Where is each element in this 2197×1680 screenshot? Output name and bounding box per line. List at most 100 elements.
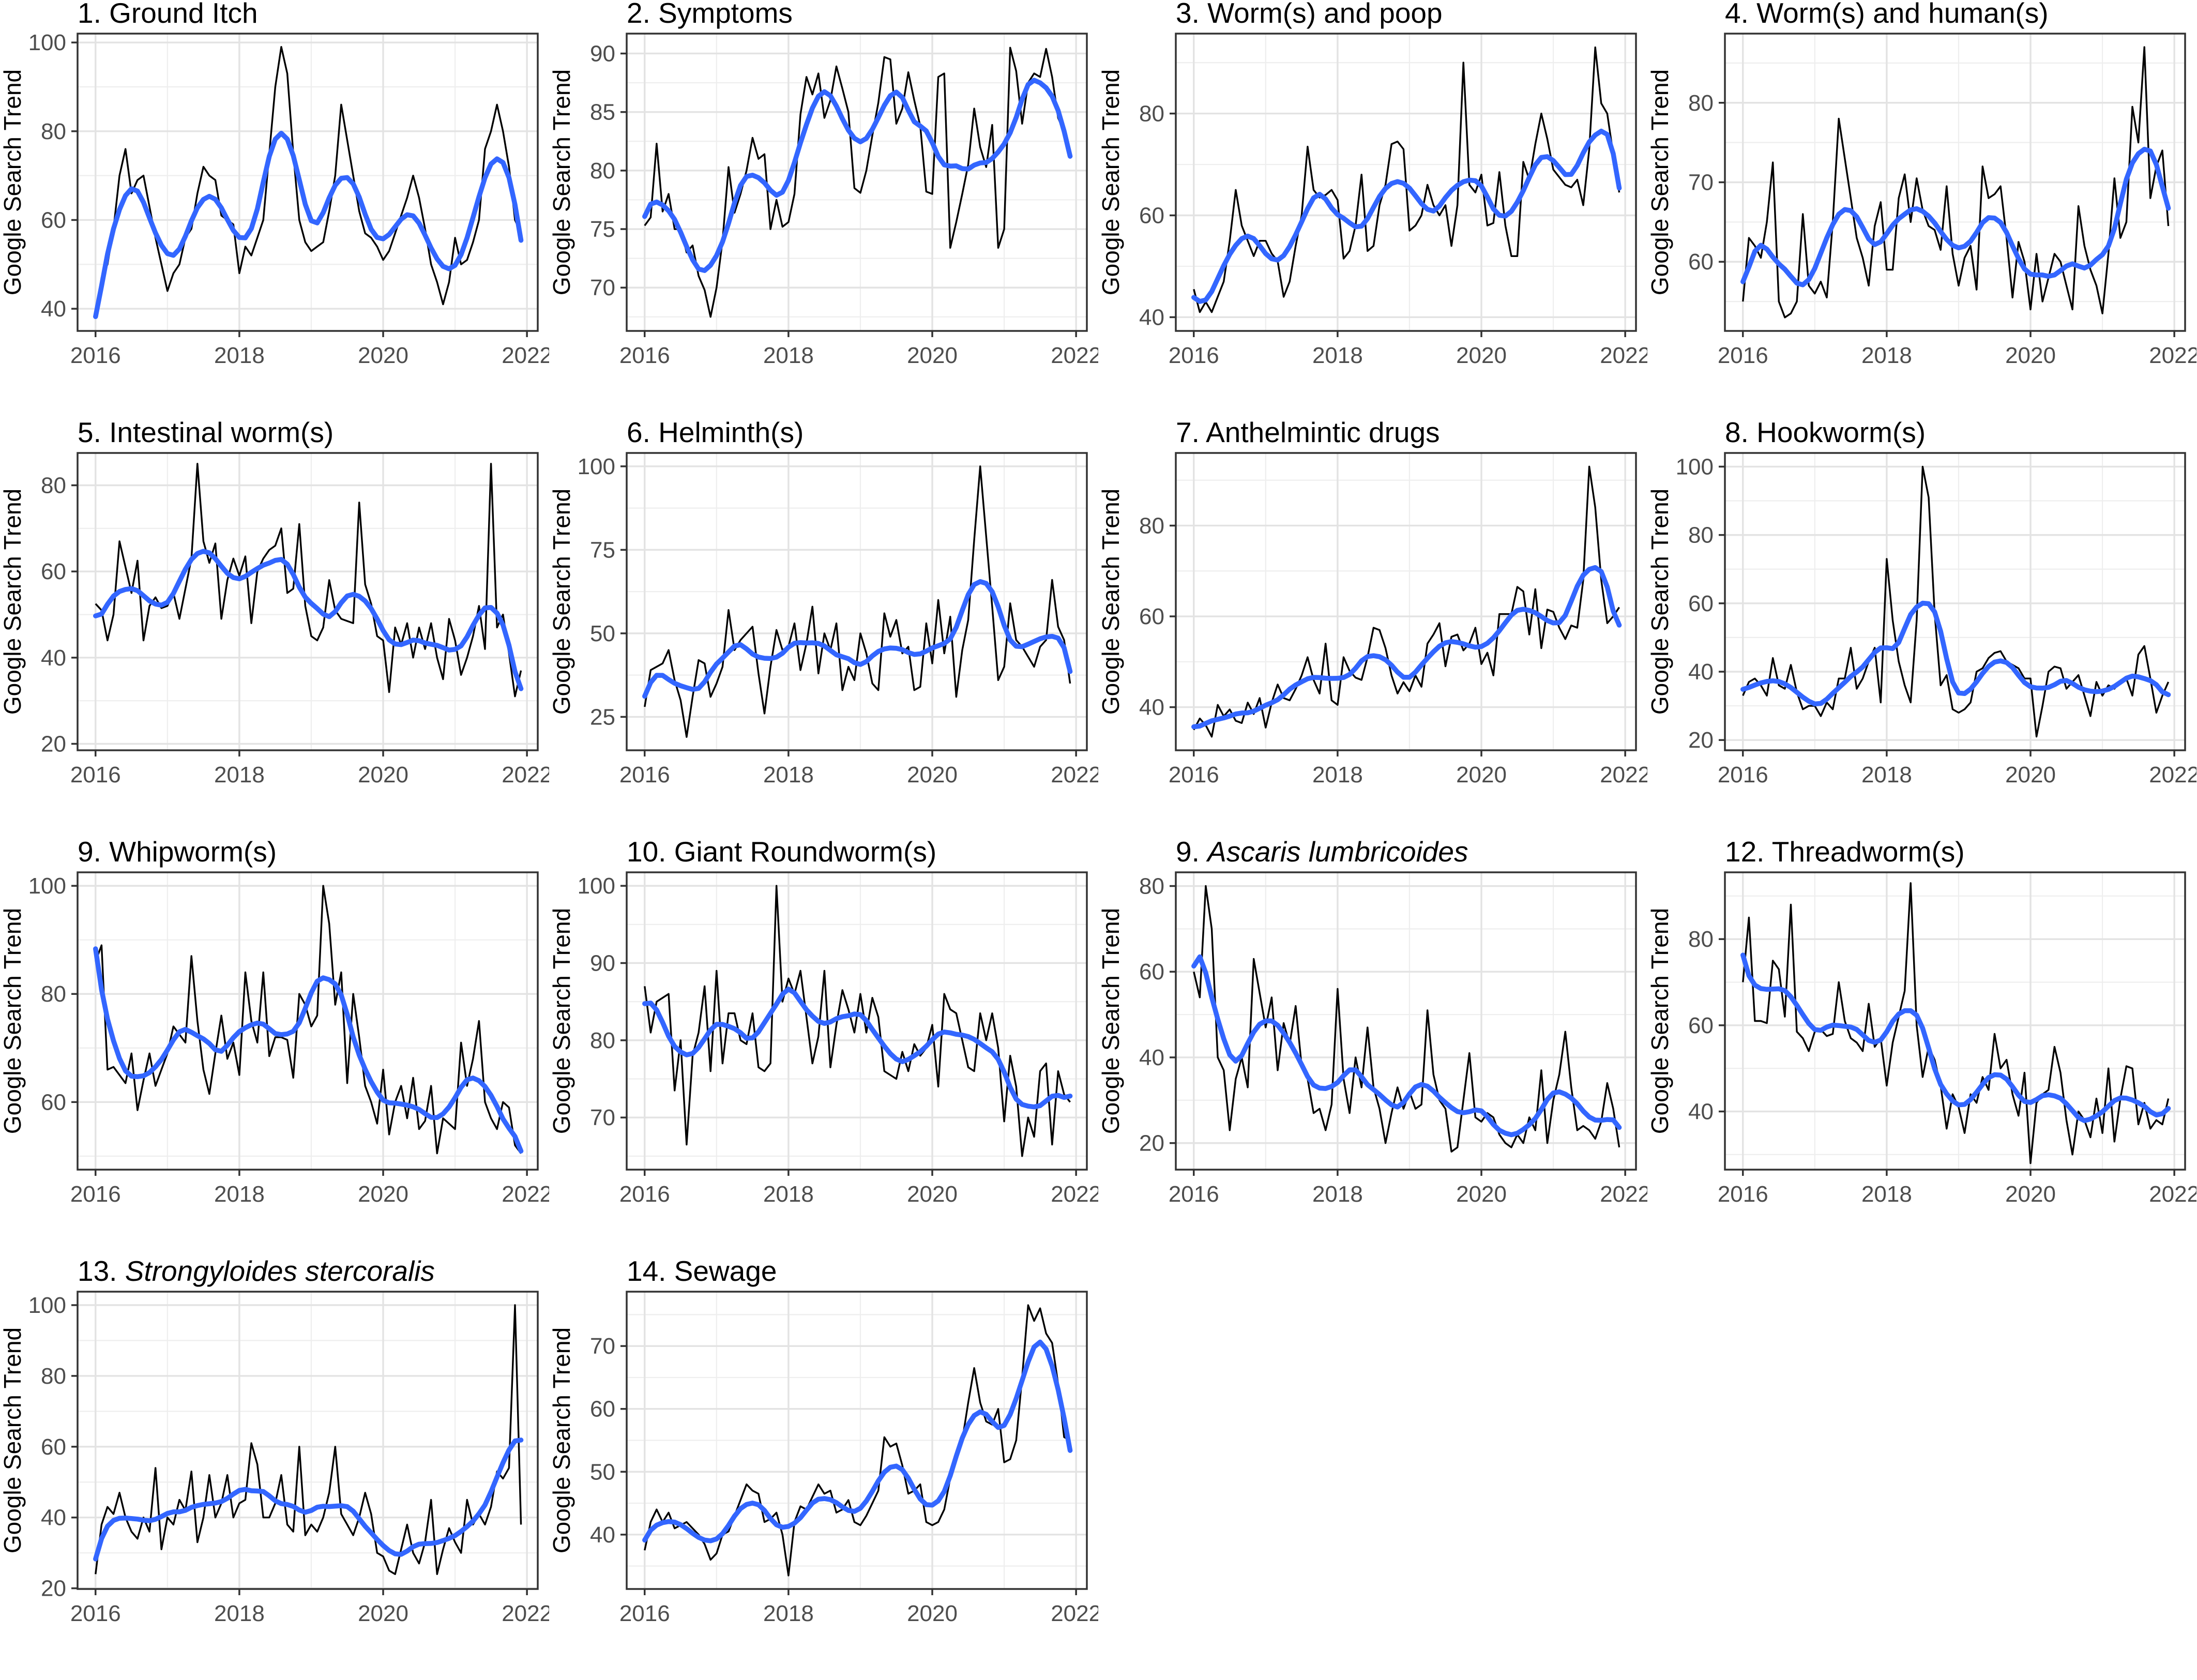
x-tick-label: 2020 [2005,762,2056,788]
trend-panel-13: 2016 2018 2020 2022 20 40 60 80 100 Google Search… [0,1255,552,1677]
y-tick-label: 40 [1139,695,1164,720]
y-axis-label: Google Search Trend [0,69,26,295]
y-axis-label: Google Search Trend [0,1327,26,1553]
y-tick-label: 80 [41,981,66,1007]
y-tick-label: 100 [1676,454,1714,479]
panel-title: 9. Whipworm(s) [78,839,277,868]
y-tick-label: 80 [590,1028,615,1053]
smooth-trend-line [642,579,1073,699]
smooth-trend-line [93,549,524,691]
y-tick-label: 80 [1139,874,1164,899]
y-tick-label: 100 [28,873,66,899]
x-tick-label: 2022 [502,1182,549,1207]
x-tick-label: 2022 [1051,343,1098,368]
trend-panel-7: 2016 2018 2020 2022 40 60 80 Google Search Tren… [1097,416,1650,839]
x-tick-label: 2022 [502,343,549,368]
x-tick-label: 2022 [2149,1182,2196,1207]
trend-panel-3: 2016 2018 2020 2022 40 60 80 Google Search Tren… [1097,0,1650,419]
panel-title: 12. Threadworm(s) [1725,839,1965,868]
x-tick-label: 2016 [1718,762,1768,788]
x-tick-label: 2016 [1718,1182,1768,1207]
x-tick-label: 2020 [1456,762,1507,788]
y-tick-label: 60 [1139,959,1164,985]
y-axis-label: Google Search Trend [1647,489,1673,715]
y-tick-label: 40 [41,645,66,671]
x-tick-label: 2020 [907,343,958,368]
smooth-trend-line [642,78,1073,273]
x-tick-label: 2022 [1051,762,1098,788]
x-tick-label: 2018 [1861,762,1912,788]
y-tick-label: 20 [41,1576,66,1601]
panel-chart: 2016 2018 2020 2022 40 50 60 70 Google Search Tr… [548,1255,1101,1626]
x-tick-label: 2022 [1051,1601,1098,1626]
trend-panel-2: 2016 2018 2020 2022 70 75 80 85 90 Google Search … [548,0,1101,419]
y-tick-label: 20 [41,732,66,757]
smooth-trend-line [1740,146,2171,287]
y-tick-label: 85 [590,100,615,125]
y-tick-label: 80 [1688,523,1714,548]
panel-title: 7. Anthelmintic drugs [1176,419,1440,448]
x-tick-label: 2020 [1456,343,1507,368]
y-axis-label: Google Search Trend [0,489,26,715]
y-tick-label: 80 [41,119,66,144]
raw-series-line [1742,46,2170,319]
trend-panel-14: 2016 2018 2020 2022 40 50 60 70 Google Search Tr… [548,1255,1101,1677]
x-tick-label: 2022 [2149,762,2196,788]
panel-title: 8. Hookworm(s) [1725,419,1926,448]
y-tick-label: 80 [590,158,615,184]
y-tick-label: 20 [1139,1131,1164,1156]
x-tick-label: 2016 [619,343,670,368]
y-tick-label: 40 [1139,305,1164,330]
y-tick-label: 40 [1688,1099,1714,1125]
trend-panel-4: 2016 2018 2020 2022 60 70 80 Google Search Tren… [1646,0,2197,419]
panel-title: 10. Giant Roundworm(s) [627,839,936,868]
panel-chart: 2016 2018 2020 2022 60 70 80 Google Search Tren… [1646,0,2197,368]
y-axis-label: Google Search Trend [1098,908,1124,1134]
y-tick-label: 80 [1688,927,1714,952]
plot-area [1176,453,1636,750]
plot-area [1725,453,2185,750]
y-tick-label: 80 [1139,513,1164,538]
panel-title: 4. Worm(s) and human(s) [1725,0,2049,29]
y-tick-label: 60 [1688,591,1714,616]
x-tick-label: 2018 [214,343,265,368]
x-tick-label: 2018 [214,1182,265,1207]
y-tick-label: 60 [41,1434,66,1460]
plot-area [627,453,1087,750]
raw-series-line [644,465,1071,738]
panel-chart: 2016 2018 2020 2022 20 40 60 80 Google Search Tr… [0,416,552,788]
smooth-trend-line [1740,600,2171,707]
x-tick-label: 2022 [1600,343,1647,368]
plot-area [78,1292,538,1589]
x-tick-label: 2020 [907,762,958,788]
y-tick-label: 90 [590,950,615,976]
y-tick-label: 60 [1688,249,1714,275]
y-tick-label: 60 [41,559,66,584]
trend-panel-5: 2016 2018 2020 2022 20 40 60 80 Google Search Tr… [0,416,552,839]
panel-border [626,1291,1088,1590]
panel-border [1175,33,1637,332]
plot-area [1176,872,1636,1170]
y-tick-label: 75 [590,537,615,563]
x-tick-label: 2022 [1600,762,1647,788]
y-axis-label: Google Search Trend [1098,69,1124,295]
y-tick-label: 100 [28,1293,66,1318]
panel-border [77,1291,539,1590]
smooth-trend-line [1191,565,1622,730]
x-tick-label: 2016 [619,1601,670,1626]
panel-chart: 2016 2018 2020 2022 40 60 80 Google Search Tren… [1097,0,1650,368]
smooth-trend-line [93,1437,524,1562]
y-tick-label: 40 [590,1522,615,1548]
x-tick-label: 2016 [619,762,670,788]
y-axis-label: Google Search Trend [0,908,26,1134]
x-tick-label: 2018 [1861,343,1912,368]
y-tick-label: 100 [28,30,66,55]
trend-panel-9: 2016 2018 2020 2022 60 80 100 Google Search Tre… [0,836,552,1258]
y-tick-label: 20 [1688,728,1714,753]
y-axis-label: Google Search Trend [549,489,575,715]
